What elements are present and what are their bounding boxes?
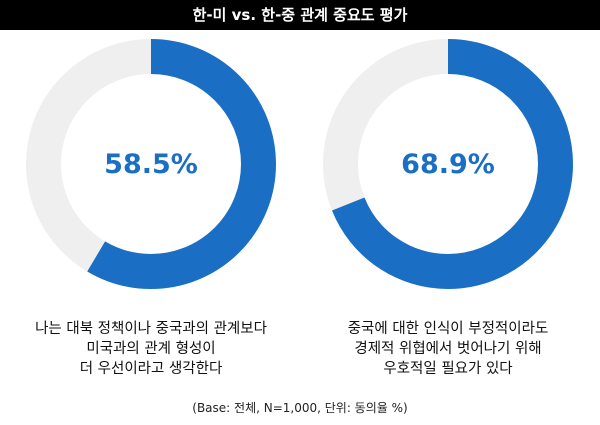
donut-arc-1 xyxy=(26,39,276,289)
donut-arc-2 xyxy=(323,39,573,289)
donut-value-label-2: 68.9% xyxy=(401,148,495,180)
caption-1: 나는 대북 정책이나 중국과의 관계보다 미국과의 관계 형성이 더 우선이라고… xyxy=(6,319,296,379)
caption-2-line-3: 우호적일 필요가 있다 xyxy=(383,361,513,377)
footnote: (Base: 전체, N=1,000, 단위: 동의율 %) xyxy=(192,401,408,415)
caption-1-line-1: 나는 대북 정책이나 중국과의 관계보다 xyxy=(35,321,267,337)
caption-2-line-1: 중국에 대한 인식이 부정적이라도 xyxy=(347,321,549,337)
donut-svg-1 xyxy=(26,39,276,289)
caption-1-line-2: 미국과의 관계 형성이 xyxy=(86,341,216,357)
chart-title: 한-미 vs. 한-중 관계 중요도 평가 xyxy=(0,0,600,30)
donut-svg-2 xyxy=(323,39,573,289)
donut-chart-1: 58.5% xyxy=(21,34,281,294)
donut-chart-2: 68.9% xyxy=(318,34,578,294)
donut-value-label-1: 58.5% xyxy=(104,148,198,180)
caption-1-line-3: 더 우선이라고 생각한다 xyxy=(79,361,223,377)
caption-2: 중국에 대한 인식이 부정적이라도 경제적 위협에서 벗어나기 위해 우호적일 … xyxy=(303,319,593,379)
caption-2-line-2: 경제적 위협에서 벗어나기 위해 xyxy=(354,341,542,357)
